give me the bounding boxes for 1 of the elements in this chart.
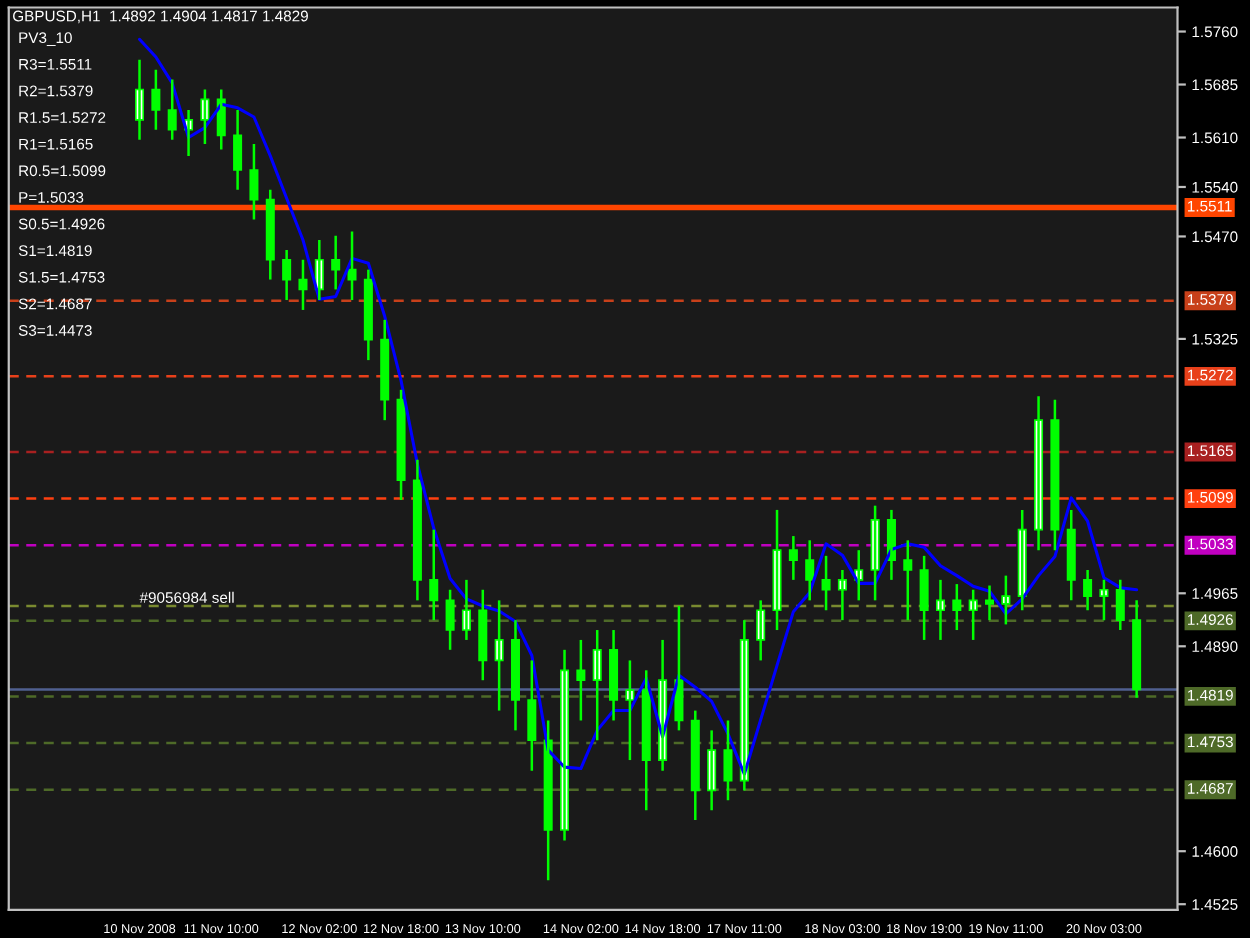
line-series (137, 37, 1139, 776)
